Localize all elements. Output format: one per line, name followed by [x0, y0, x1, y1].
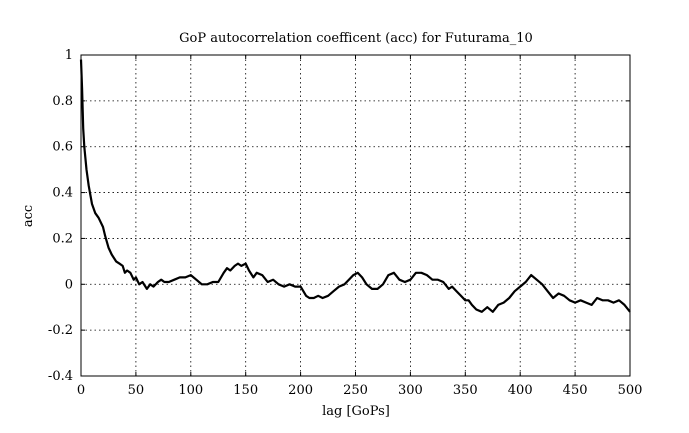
plot-frame: [80, 54, 631, 377]
y-tick-label: 0.6: [52, 140, 73, 155]
y-tick-label: 0.8: [52, 94, 73, 109]
axis-ticks: 0 50 100 150 200 250 300 350 400 450 500 -0.4 -0.2 0 0…: [48, 48, 642, 398]
y-tick-label: -0.2: [48, 323, 73, 338]
x-tick-label: 250: [343, 383, 368, 398]
series-line: [79, 59, 631, 313]
y-tick-label: 0.4: [52, 186, 73, 201]
x-tick-label: 300: [398, 383, 423, 398]
series-layer: [79, 59, 631, 313]
y-tick-label: 0.2: [52, 231, 73, 246]
y-tick-label: 1: [65, 48, 73, 63]
x-tick-label: 0: [77, 383, 85, 398]
x-tick-label: 350: [453, 383, 478, 398]
x-tick-label: 150: [233, 383, 258, 398]
x-tick-label: 200: [288, 383, 313, 398]
x-tick-label: 50: [128, 383, 145, 398]
grid-lines: [81, 55, 630, 376]
x-axis-label: lag [GoPs]: [322, 404, 390, 419]
x-tick-label: 500: [618, 383, 643, 398]
y-tick-label: -0.4: [48, 369, 73, 384]
x-tick-label: 100: [178, 383, 203, 398]
y-axis-label: acc: [21, 205, 36, 227]
y-tick-label: 0: [65, 277, 73, 292]
x-tick-label: 450: [563, 383, 588, 398]
x-tick-label: 400: [508, 383, 533, 398]
chart-title: GoP autocorrelation coefficent (acc) for…: [179, 31, 533, 46]
